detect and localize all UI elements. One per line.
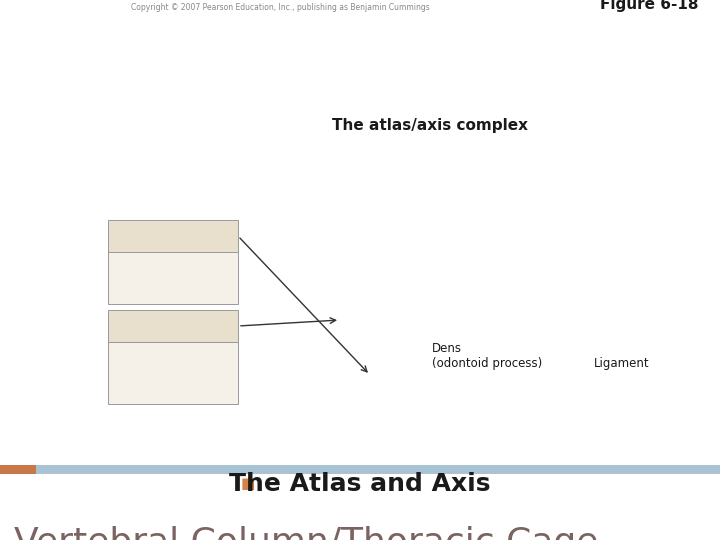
- Text: Articulates
with atlas: Articulates with atlas: [135, 264, 211, 292]
- Text: Figure 6-18: Figure 6-18: [600, 0, 698, 12]
- Text: ■: ■: [240, 476, 255, 491]
- Text: The Atlas and Axis: The Atlas and Axis: [229, 472, 491, 496]
- Bar: [0, 465, 36, 474]
- Text: Ligament: Ligament: [594, 357, 649, 370]
- Text: The atlas/axis complex: The atlas/axis complex: [332, 118, 528, 133]
- Text: Copyright © 2007 Pearson Education, Inc., publishing as Benjamin Cummings: Copyright © 2007 Pearson Education, Inc.…: [130, 3, 429, 12]
- Bar: [108, 220, 238, 252]
- Bar: [108, 252, 238, 304]
- Text: Atlas (C₁): Atlas (C₁): [140, 320, 206, 333]
- Bar: [108, 310, 238, 342]
- Bar: [14, 115, 706, 455]
- Text: Axis (C₂): Axis (C₂): [143, 230, 203, 242]
- Text: Dens
(odontoid process): Dens (odontoid process): [432, 342, 542, 370]
- Bar: [0, 465, 720, 474]
- Text: Articulates
with occipital
condyles: Articulates with occipital condyles: [126, 352, 220, 395]
- Text: Vertebral Column/Thoracic Cage: Vertebral Column/Thoracic Cage: [14, 526, 598, 540]
- Bar: [108, 342, 238, 404]
